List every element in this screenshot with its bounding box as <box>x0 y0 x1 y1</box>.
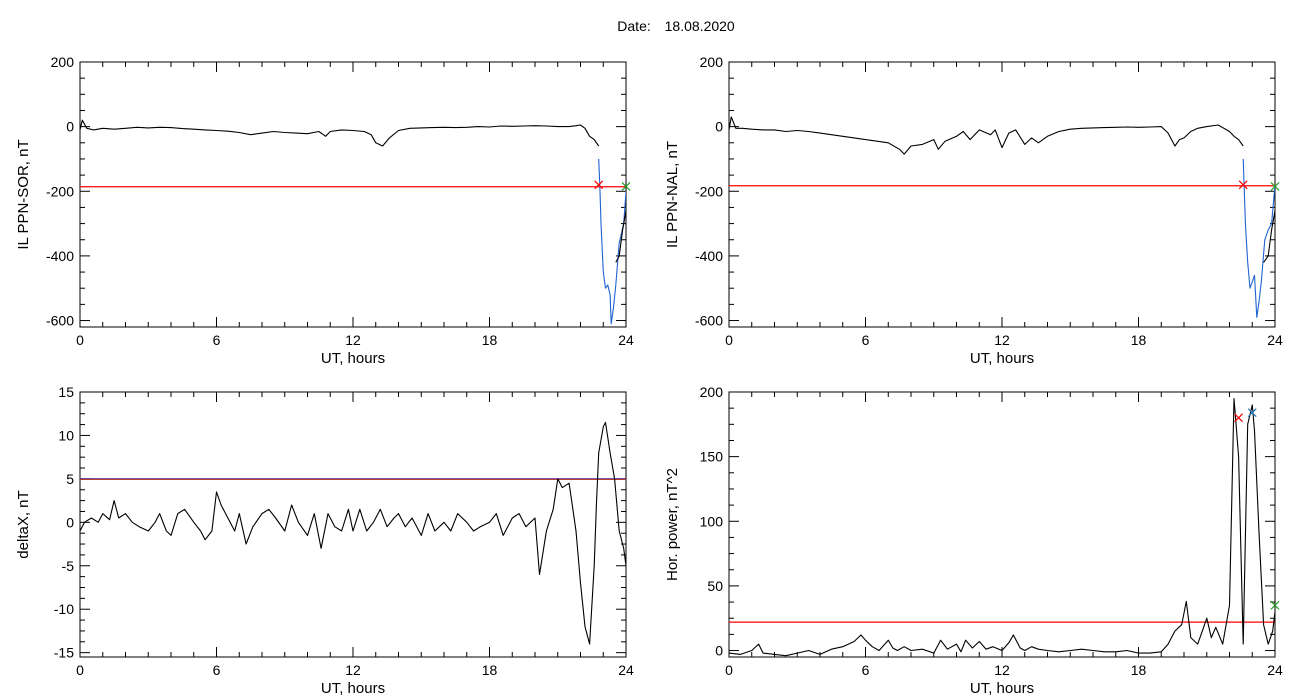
y-tick-label: 15 <box>58 384 74 400</box>
x-tick-label: 0 <box>725 662 733 678</box>
y-tick-label: 50 <box>707 578 723 594</box>
plot-frame <box>79 391 627 658</box>
y-tick-label: 0 <box>66 514 74 530</box>
y-tick-label: -200 <box>46 183 74 199</box>
series-line-3 <box>615 210 626 263</box>
chart-panel-2: 0 6 12 18 24 -600 -400 -200 0 200 UT, hours IL PPN-… <box>664 54 1283 367</box>
x-axis-label: UT, hours <box>970 680 1034 697</box>
y-tick-label: 200 <box>700 54 724 70</box>
x-tick-label: 0 <box>725 332 733 348</box>
x-tick-label: 6 <box>213 662 221 678</box>
x-tick-label: 6 <box>213 332 221 348</box>
y-tick-label: 0 <box>715 119 723 135</box>
y-tick-label: 200 <box>51 54 75 70</box>
point-marker <box>1234 413 1244 423</box>
x-tick-label: 12 <box>994 332 1010 348</box>
x-tick-label: 0 <box>76 332 84 348</box>
point-marker <box>594 180 604 190</box>
x-tick-label: 12 <box>994 662 1010 678</box>
y-tick-label: 5 <box>66 471 74 487</box>
y-tick-label: -5 <box>62 558 75 574</box>
point-marker <box>1238 180 1248 190</box>
plot-area <box>729 116 1275 318</box>
y-axis-label: Hor. power, nT^2 <box>664 468 681 581</box>
chart-panel-3: 0 6 12 18 24 -15 -10 -5 0 5 10 15 UT, hours deltaX, n… <box>15 384 634 697</box>
plot-area <box>729 397 1275 657</box>
y-tick-label: 0 <box>715 643 723 659</box>
y-axis-label: deltaX, nT <box>15 490 32 558</box>
y-tick-label: -200 <box>695 183 723 199</box>
y-tick-label: -400 <box>46 248 74 264</box>
plot-frame <box>728 61 1276 328</box>
chart-panel-1: 0 6 12 18 24 -600 -400 -200 0 200 UT, hours IL PPN-… <box>15 54 634 367</box>
series-line-1 <box>729 116 1244 155</box>
y-tick-label: 150 <box>700 449 724 465</box>
series-line-3 <box>1263 210 1275 263</box>
x-axis-label: UT, hours <box>321 680 385 697</box>
x-tick-label: 18 <box>482 332 498 348</box>
y-axis-label: IL PPN-NAL, nT <box>664 141 681 248</box>
chart-panel-4: 0 6 12 18 24 0 50 100 150 200 UT, hours Hor. power,… <box>664 384 1283 697</box>
x-tick-label: 12 <box>345 332 361 348</box>
point-marker <box>1247 408 1257 418</box>
y-tick-label: -600 <box>46 313 74 329</box>
x-tick-label: 24 <box>1267 332 1283 348</box>
x-tick-label: 6 <box>862 332 870 348</box>
series-line-1 <box>80 119 600 147</box>
series-line-1 <box>80 421 626 645</box>
x-axis-label: UT, hours <box>970 350 1034 367</box>
y-tick-label: 200 <box>700 384 724 400</box>
x-tick-label: 18 <box>1131 332 1147 348</box>
x-axis-label: UT, hours <box>321 350 385 367</box>
x-tick-label: 24 <box>1267 662 1283 678</box>
page-title: Date: 18.08.2020 <box>0 18 1300 34</box>
series-line-2 <box>598 158 626 325</box>
y-tick-label: -10 <box>54 601 74 617</box>
y-tick-label: 100 <box>700 513 724 529</box>
plot-frame <box>79 61 627 328</box>
point-marker <box>621 181 631 191</box>
point-marker <box>1270 181 1280 191</box>
plot-area <box>80 421 626 645</box>
plot-area <box>80 119 626 325</box>
plot-frame <box>728 391 1276 658</box>
x-tick-label: 0 <box>76 662 84 678</box>
date-value: 18.08.2020 <box>664 18 735 34</box>
y-tick-label: -400 <box>695 248 723 264</box>
x-tick-label: 18 <box>482 662 498 678</box>
y-axis-label: IL PPN-SOR, nT <box>15 139 32 249</box>
x-tick-label: 6 <box>862 662 870 678</box>
x-tick-label: 18 <box>1131 662 1147 678</box>
x-tick-label: 12 <box>345 662 361 678</box>
y-tick-label: 0 <box>66 119 74 135</box>
y-tick-label: -600 <box>695 313 723 329</box>
point-marker <box>1270 600 1280 610</box>
x-tick-label: 24 <box>618 662 634 678</box>
x-tick-label: 24 <box>618 332 634 348</box>
date-label: Date: <box>617 18 651 34</box>
series-line-2 <box>1242 158 1275 318</box>
y-tick-label: 10 <box>58 427 74 443</box>
y-tick-label: -15 <box>54 645 74 661</box>
series-line-1 <box>729 397 1275 657</box>
